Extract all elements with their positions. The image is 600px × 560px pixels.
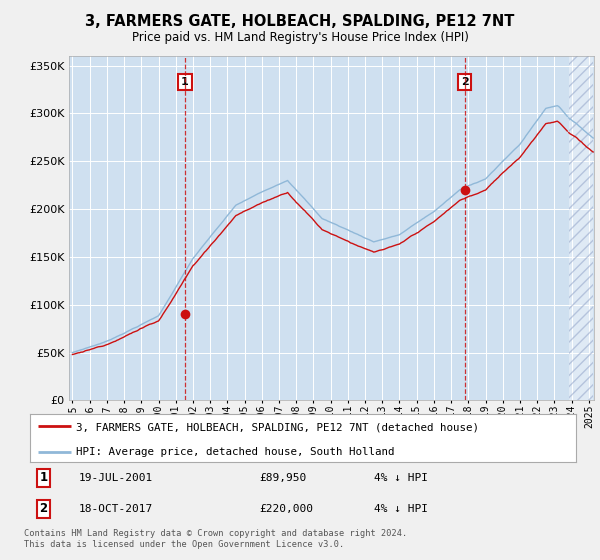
Text: Price paid vs. HM Land Registry's House Price Index (HPI): Price paid vs. HM Land Registry's House …	[131, 31, 469, 44]
Text: 4% ↓ HPI: 4% ↓ HPI	[374, 504, 428, 514]
Text: 1: 1	[181, 77, 189, 87]
Text: 1: 1	[40, 471, 48, 484]
Text: Contains HM Land Registry data © Crown copyright and database right 2024.
This d: Contains HM Land Registry data © Crown c…	[24, 529, 407, 549]
Text: 4% ↓ HPI: 4% ↓ HPI	[374, 473, 428, 483]
Text: 3, FARMERS GATE, HOLBEACH, SPALDING, PE12 7NT (detached house): 3, FARMERS GATE, HOLBEACH, SPALDING, PE1…	[76, 422, 479, 432]
Text: 19-JUL-2001: 19-JUL-2001	[79, 473, 154, 483]
Text: HPI: Average price, detached house, South Holland: HPI: Average price, detached house, Sout…	[76, 447, 395, 458]
Text: £220,000: £220,000	[259, 504, 313, 514]
Text: 2: 2	[461, 77, 469, 87]
Text: £89,950: £89,950	[259, 473, 307, 483]
Text: 18-OCT-2017: 18-OCT-2017	[79, 504, 154, 514]
Text: 3, FARMERS GATE, HOLBEACH, SPALDING, PE12 7NT: 3, FARMERS GATE, HOLBEACH, SPALDING, PE1…	[85, 14, 515, 29]
Text: 2: 2	[40, 502, 48, 515]
